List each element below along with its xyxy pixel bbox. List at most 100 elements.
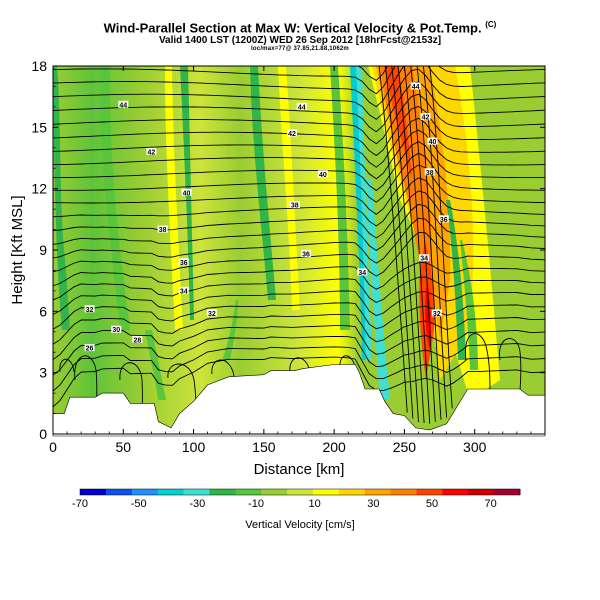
contour-label: 30 <box>112 327 120 334</box>
field-band <box>250 66 276 300</box>
theta-contour-labels: 44 44 44 42 42 42 40 40 40 38 38 38 36 36 36 34 34 34 32 32… <box>84 82 449 353</box>
theta-contour <box>53 335 545 376</box>
theta-contour <box>53 66 545 108</box>
chart-subtitle-valid: Valid 1400 LST (1200Z) WED 26 Sep 2012 [… <box>158 35 442 46</box>
x-tick-label: 0 <box>49 439 57 455</box>
contour-label-bg <box>178 258 189 266</box>
contour-label-bg <box>410 82 421 90</box>
colorbar-swatch <box>183 489 210 495</box>
contour-label: 34 <box>358 270 366 277</box>
theta-contour <box>53 346 545 392</box>
contour-label: 44 <box>412 84 420 91</box>
contour-label: 26 <box>86 346 94 353</box>
colorbar-tick-label: -30 <box>189 498 205 510</box>
contour-label-bg <box>111 325 122 333</box>
colorbar-swatch <box>494 489 521 495</box>
contour-label-bg <box>178 286 189 294</box>
colorbar-swatch <box>364 489 392 495</box>
terrain-mask <box>52 364 546 437</box>
contour-label: 36 <box>302 252 310 259</box>
x-tick-label: 50 <box>115 439 131 455</box>
colorbar: -70 -50 -30 -10 10 30 50 70 <box>72 488 521 510</box>
closed-contour <box>464 333 491 393</box>
y-tick-label: 3 <box>39 365 47 381</box>
colorbar-swatch <box>338 489 366 495</box>
contour-label: 40 <box>319 172 327 179</box>
contour-label-bg <box>84 305 95 313</box>
theta-contour <box>385 66 414 419</box>
colorbar-label: Vertical Velocity [cm/s] <box>245 519 354 531</box>
theta-contour <box>422 66 448 418</box>
colorbar-swatch <box>390 489 417 495</box>
contour-label: 38 <box>159 227 167 234</box>
contour-label: 38 <box>291 203 299 210</box>
colorbar-swatch <box>416 489 443 495</box>
contour-label: 38 <box>426 170 434 177</box>
contour-label-bg <box>289 201 300 209</box>
theta-contour <box>53 117 545 168</box>
contour-label-bg <box>438 215 449 223</box>
colorbar-swatch <box>80 489 107 495</box>
theta-contour <box>53 81 545 133</box>
contour-label: 40 <box>183 190 191 197</box>
theta-contour <box>53 302 545 330</box>
contour-label-bg <box>420 113 431 121</box>
contour-label-bg <box>146 147 157 155</box>
contour-label: 40 <box>429 139 437 146</box>
y-tick-label: 18 <box>31 58 47 74</box>
theta-contour <box>53 66 545 95</box>
theta-contour <box>53 93 545 145</box>
theta-contour <box>53 231 545 277</box>
theta-contour <box>53 262 545 290</box>
chart-title: Wind-Parallel Section at Max W: Vertical… <box>0 20 600 35</box>
contour-label-bg <box>132 335 143 343</box>
colorbar-tick-label: 10 <box>309 498 321 510</box>
y-tick-label: 9 <box>39 242 47 258</box>
theta-contour <box>391 66 419 423</box>
copyright-mark: (C) <box>485 20 497 29</box>
chart-subtitle-location: loc/max=77@ 37.85,21.88,1062m <box>251 46 349 52</box>
contour-label-bg <box>357 268 368 276</box>
y-tick-label: 6 <box>39 303 47 319</box>
field-updraft-core <box>384 66 412 180</box>
contour-label: 32 <box>433 311 441 318</box>
y-tick-label: 15 <box>31 119 47 135</box>
contour-label-bg <box>296 102 307 110</box>
field-band <box>222 300 238 360</box>
theta-contour <box>53 68 545 120</box>
theta-contour <box>416 66 442 420</box>
theta-contour <box>53 105 545 157</box>
contour-label-bg <box>431 309 442 317</box>
colorbar-swatch <box>157 489 185 495</box>
theta-contour <box>53 325 545 360</box>
colorbar-tick-label: -10 <box>248 498 264 510</box>
y-axis-label: Height [Kft MSL] <box>9 195 26 304</box>
field-band <box>165 66 183 330</box>
contour-label: 36 <box>440 217 448 224</box>
colorbar-swatch <box>312 489 340 495</box>
theta-contour <box>378 66 408 413</box>
theta-contour <box>410 66 436 422</box>
y-tick-label: 0 <box>39 426 47 442</box>
theta-contour <box>53 217 545 264</box>
theta-contour <box>53 276 545 303</box>
field-updraft-edge <box>356 66 372 360</box>
theta-contour <box>53 152 545 203</box>
field-band <box>278 66 300 310</box>
colorbar-tick-label: 30 <box>367 498 379 510</box>
field-band <box>446 200 466 360</box>
theta-contour <box>53 141 545 192</box>
contour-label-bg <box>427 137 438 145</box>
colorbar-swatch <box>105 489 133 495</box>
contour-label-bg <box>118 100 129 108</box>
contour-label-bg <box>301 250 312 258</box>
closed-contour <box>499 338 522 393</box>
contour-label: 32 <box>208 311 216 318</box>
field-band <box>460 240 478 370</box>
x-tick-label: 150 <box>252 439 276 455</box>
theta-contour <box>429 66 453 409</box>
field-band <box>330 66 350 330</box>
theta-contour <box>403 66 431 424</box>
